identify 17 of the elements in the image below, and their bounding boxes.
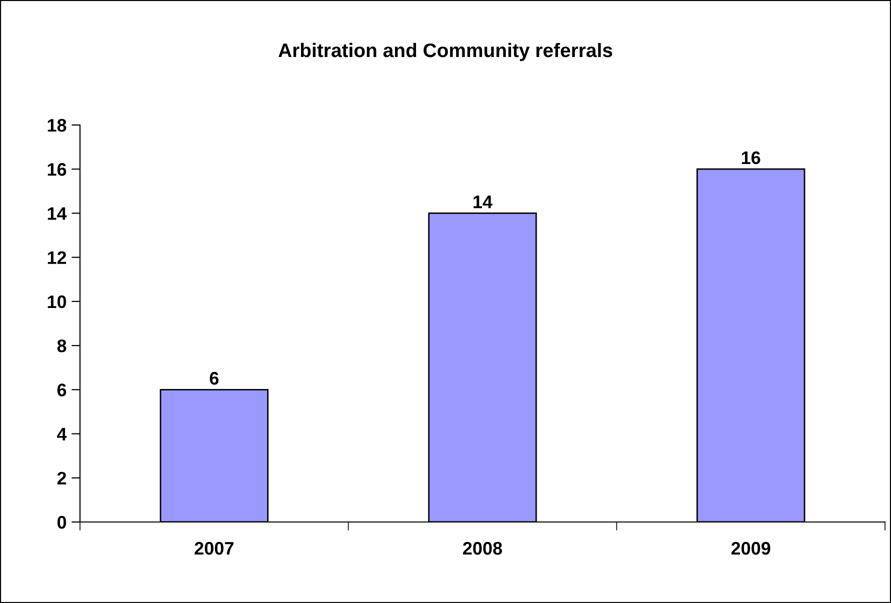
y-tick-label: 6 — [57, 384, 66, 396]
data-label: 14 — [474, 196, 492, 208]
y-tick-label: 14 — [48, 207, 67, 220]
y-tick-label: 10 — [48, 295, 66, 308]
y-tick-label: 18 — [48, 118, 66, 132]
x-tick-label: 2009 — [731, 542, 770, 555]
x-tick-label: 2007 — [194, 542, 234, 555]
data-label: 6 — [210, 372, 219, 385]
x-tick-label: 2008 — [463, 542, 502, 555]
y-tick-label: 12 — [48, 251, 66, 264]
y-tick-label: 16 — [48, 163, 66, 176]
data-label: 16 — [742, 151, 760, 164]
y-tick-label: 4 — [57, 428, 67, 440]
y-tick-label: 0 — [57, 516, 66, 529]
y-tick-label: 2 — [57, 472, 66, 484]
chart-title: Arbitration and Community referrals — [278, 42, 612, 62]
y-tick-label: 8 — [57, 339, 66, 352]
